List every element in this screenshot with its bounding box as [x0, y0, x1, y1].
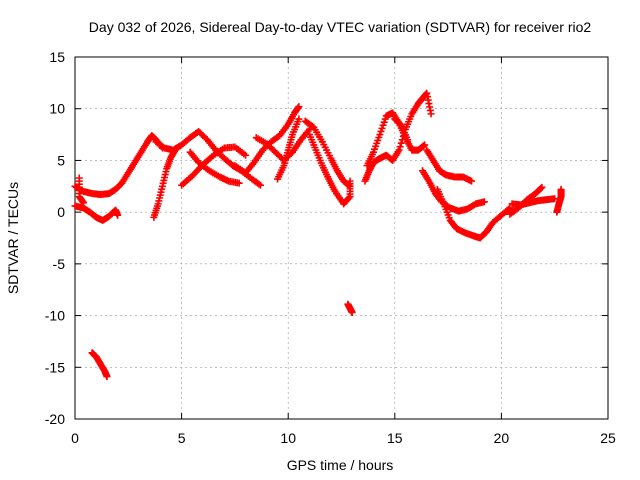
data-point [421, 141, 429, 149]
grid-lines [75, 57, 608, 419]
y-tick-label: 15 [49, 49, 65, 65]
plot-frame [74, 56, 609, 420]
data-point [395, 146, 403, 154]
data-point [103, 373, 111, 381]
data-points [71, 89, 565, 381]
y-tick-label: -15 [45, 359, 65, 375]
x-tick-label: 20 [494, 430, 510, 446]
y-tick-label: -10 [45, 308, 65, 324]
tick-labels: 0 5 10 15 20 25 -20 -15 -10 -5 0 5 10 15 [45, 49, 616, 446]
data-point-interp [345, 194, 353, 202]
x-axis-title: GPS time / hours [287, 457, 394, 473]
data-point [242, 151, 250, 159]
x-tick-label: 10 [280, 430, 296, 446]
data-point [114, 211, 122, 219]
data-point [346, 177, 354, 185]
data-point [235, 179, 243, 187]
data-point [80, 199, 88, 207]
data-point-interp [420, 142, 428, 150]
x-tick-label: 25 [600, 430, 616, 446]
data-point-interp [505, 205, 513, 213]
data-point-interp [255, 180, 263, 188]
y-tick-label: -20 [45, 411, 65, 427]
data-point [538, 183, 546, 191]
x-tick-label: 0 [71, 430, 79, 446]
y-axis-title: SDTVAR / TECUs [5, 182, 21, 294]
x-tick-label: 15 [387, 430, 403, 446]
data-point [557, 185, 565, 193]
data-point [404, 136, 412, 144]
data-point [256, 181, 264, 189]
y-tick-label: 5 [57, 152, 65, 168]
chart-title: Day 032 of 2026, Sidereal Day-to-day VTE… [89, 19, 592, 35]
data-point-interp [397, 139, 405, 147]
tick-marks [74, 56, 609, 420]
data-point [427, 110, 435, 118]
data-point [295, 103, 303, 111]
y-tick-label: -5 [53, 256, 66, 272]
data-point [468, 177, 476, 185]
data-point [506, 204, 514, 212]
data-point-interp [396, 143, 404, 151]
x-tick-label: 5 [178, 430, 186, 446]
data-point-interp [537, 184, 545, 192]
y-tick-label: 0 [57, 204, 65, 220]
data-point [480, 198, 488, 206]
y-tick-label: 10 [49, 101, 65, 117]
data-point [295, 115, 303, 123]
data-point [348, 308, 356, 316]
